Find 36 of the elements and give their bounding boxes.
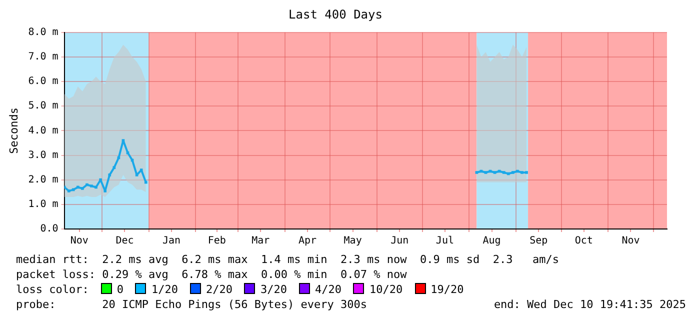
text: end: Wed Dec 10 19:41:35 2025 — [494, 297, 686, 312]
x-tick-label: May — [344, 236, 362, 247]
y-tick-label: 6.0 m — [28, 76, 58, 88]
x-tick-label: Apr — [298, 236, 317, 247]
text: median rtt: 2.2 ms avg 6.2 ms max 1.4 ms min 2.3 ms now 0.9 ms sd 2.3 am/s — [16, 252, 560, 267]
text: 1/20 — [151, 283, 178, 296]
text: loss color: — [16, 283, 89, 296]
text: 10/20 — [369, 283, 403, 296]
chart-title: Last 400 Days — [288, 7, 382, 22]
text: 19/20 — [430, 283, 464, 296]
y-tick-label: 7.0 m — [28, 52, 58, 63]
text: probe: 20 ICMP Echo Pings (56 Bytes) every 300s — [16, 298, 367, 311]
x-tick-label: Nov — [70, 236, 88, 247]
x-tick-label: Jun — [390, 236, 409, 247]
x-tick-label: Oct — [574, 236, 593, 247]
x-tick-label: Sep — [530, 236, 548, 247]
text: packet loss: 0.29 % avg 6.78 % max 0.00 % min 0.07 % now — [16, 267, 408, 282]
x-tick-label: Jul — [436, 236, 454, 247]
x-tick-label: Jan — [162, 236, 181, 247]
y-tick-label: 1.0 m — [28, 199, 58, 210]
y-tick-label: 5.0 m — [28, 100, 58, 112]
y-tick-label: 4.0 m — [28, 125, 58, 136]
x-tick-label: Dec — [116, 236, 134, 247]
text: 3/20 — [260, 283, 287, 296]
y-tick-label: 2.0 m — [28, 174, 58, 186]
y-tick-label: 0.0 — [40, 224, 58, 235]
y-tick-label: 3.0 m — [28, 150, 58, 161]
y-tick-label: 8.0 m — [28, 26, 58, 38]
x-tick-label: Aug — [482, 236, 501, 247]
x-tick-label: Nov — [622, 236, 640, 247]
text: 2/20 — [206, 283, 232, 296]
y-axis-title: Seconds — [7, 108, 20, 154]
text: 0 — [116, 283, 124, 296]
x-tick-label: Feb — [208, 236, 226, 247]
x-tick-label: Mar — [252, 236, 270, 247]
text: 4/20 — [314, 283, 342, 296]
